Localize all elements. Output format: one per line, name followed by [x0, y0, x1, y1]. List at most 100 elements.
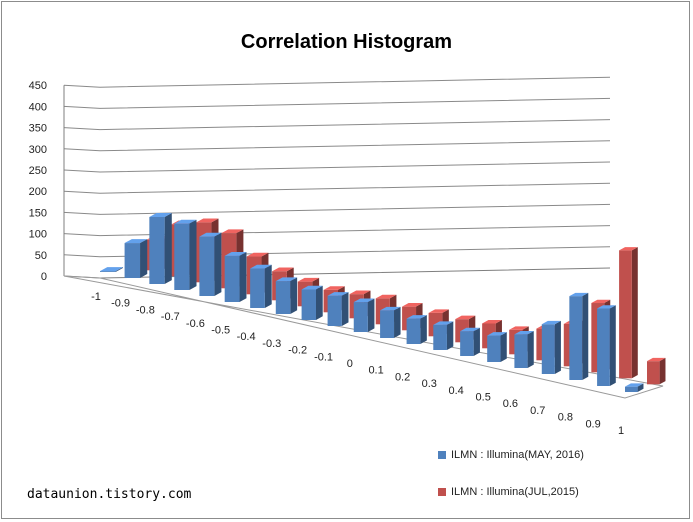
x-tick-label: -0.1 — [314, 351, 333, 363]
bar-series-1 — [380, 310, 395, 338]
x-tick-label: 0.9 — [585, 418, 600, 430]
bar-series-1-top — [301, 285, 323, 290]
bar-series-2-top — [619, 247, 638, 251]
x-tick-label: 0.6 — [503, 398, 518, 410]
bar-series-2-top — [455, 315, 476, 320]
legend-item-series-2: ILMN : Illumina(JUL,2015) — [438, 486, 579, 498]
bar-series-1 — [460, 331, 474, 356]
gridline — [63, 225, 611, 237]
bar-series-1-top — [380, 306, 401, 311]
chart-title: Correlation Histogram — [240, 31, 453, 53]
gridline — [63, 246, 611, 258]
bar-series-1-top — [625, 383, 644, 387]
bar-series-1 — [174, 223, 190, 290]
y-tick-label: 300 — [29, 144, 47, 156]
watermark: dataunion.tistory.com — [27, 487, 192, 502]
bar-series-1 — [275, 281, 291, 314]
gridline — [63, 119, 611, 131]
gridline — [63, 97, 611, 109]
legend-label-series-1: ILMN : Illumina(MAY, 2016) — [451, 449, 584, 461]
bar-series-1-side — [189, 219, 197, 290]
bar-series-1-side — [290, 277, 298, 314]
bar-series-1-side — [316, 285, 323, 320]
legend-label-series-2: ILMN : Illumina(JUL,2015) — [451, 486, 579, 498]
gridline — [63, 76, 611, 88]
legend-swatch-series-1 — [438, 451, 446, 459]
y-tick-label: 250 — [29, 165, 47, 177]
bar-series-1-top — [250, 264, 272, 269]
x-tick-label: -0.4 — [237, 331, 256, 343]
bar-series-1-side — [341, 292, 349, 326]
bar-series-1 — [514, 334, 528, 368]
bar-series-1 — [100, 271, 116, 272]
x-tick-label: -0.3 — [262, 338, 281, 350]
bar-series-1-top — [353, 298, 375, 303]
bar-series-1-side — [500, 332, 507, 362]
x-tick-label: 1 — [618, 425, 624, 437]
bar-series-1-top — [149, 213, 172, 217]
gridline — [63, 182, 611, 194]
bar-series-2-top — [323, 286, 345, 290]
y-tick-label: 350 — [29, 123, 47, 135]
bar-series-1-side — [473, 327, 480, 356]
bar-series-1-top — [124, 239, 148, 244]
bar-series-1-top — [597, 305, 616, 309]
bar-series-1 — [353, 302, 368, 332]
bar-series-2 — [647, 361, 660, 385]
bar-series-2-top — [482, 320, 502, 324]
bar-series-1-top — [275, 277, 298, 282]
x-tick-label: -1 — [91, 291, 101, 303]
bar-series-1-top — [199, 232, 222, 237]
bar-series-1 — [487, 335, 501, 362]
x-tick-label: -0.6 — [186, 318, 205, 330]
bar-series-2-side — [631, 247, 638, 379]
gridline — [63, 203, 611, 215]
bar-series-1-top — [327, 292, 349, 296]
bar-series-1-side — [367, 298, 375, 332]
bar-series-1-side — [394, 306, 401, 338]
bar-series-2-top — [196, 218, 219, 223]
bar-series-1-top — [487, 332, 507, 336]
bar-series-1 — [224, 255, 240, 302]
y-tick-label: 0 — [41, 271, 47, 283]
bar-series-1-top — [100, 267, 123, 272]
bar-series-1-top — [514, 331, 534, 335]
bar-series-1-top — [460, 327, 480, 332]
bar-series-1-side — [239, 252, 247, 302]
bar-series-1 — [327, 295, 342, 326]
bar-series-1-side — [527, 331, 534, 368]
x-tick-label: 0.5 — [476, 392, 491, 404]
bar-series-2-top — [428, 309, 449, 313]
bar-series-1 — [541, 324, 555, 374]
x-tick-label: 0.7 — [530, 405, 545, 417]
x-tick-label: 0.4 — [449, 385, 464, 397]
bar-series-1-side — [637, 383, 644, 392]
bar-series-1-side — [446, 321, 454, 350]
bar-series-2-top — [509, 326, 529, 330]
bar-series-2-top — [647, 357, 666, 362]
bar-series-2-top — [246, 252, 269, 257]
bar-series-2-top — [591, 299, 611, 304]
x-tick-label: 0.1 — [368, 365, 383, 377]
bar-series-1-top — [174, 219, 197, 224]
bar-series-1-side — [582, 292, 589, 380]
bar-series-2-top — [297, 277, 320, 282]
floor-outline — [63, 275, 664, 399]
bar-series-2-top — [402, 303, 423, 307]
x-tick-label: -0.9 — [111, 298, 130, 310]
legend-item-series-1: ILMN : Illumina(MAY, 2016) — [438, 449, 584, 461]
x-tick-label: 0.2 — [395, 371, 410, 383]
bar-series-1 — [301, 289, 316, 320]
y-tick-label: 150 — [29, 207, 47, 219]
x-tick-label: -0.5 — [211, 325, 230, 337]
bar-series-1 — [250, 268, 265, 308]
bar-series-1-side — [164, 213, 172, 284]
bar-series-1 — [406, 318, 421, 344]
bar-series-2-top — [272, 267, 294, 272]
y-tick-label: 100 — [29, 229, 47, 241]
y-tick-label: 200 — [29, 186, 47, 198]
bar-series-1-top — [224, 252, 247, 256]
bar-series-1-side — [609, 305, 616, 386]
bar-series-1 — [433, 324, 447, 350]
